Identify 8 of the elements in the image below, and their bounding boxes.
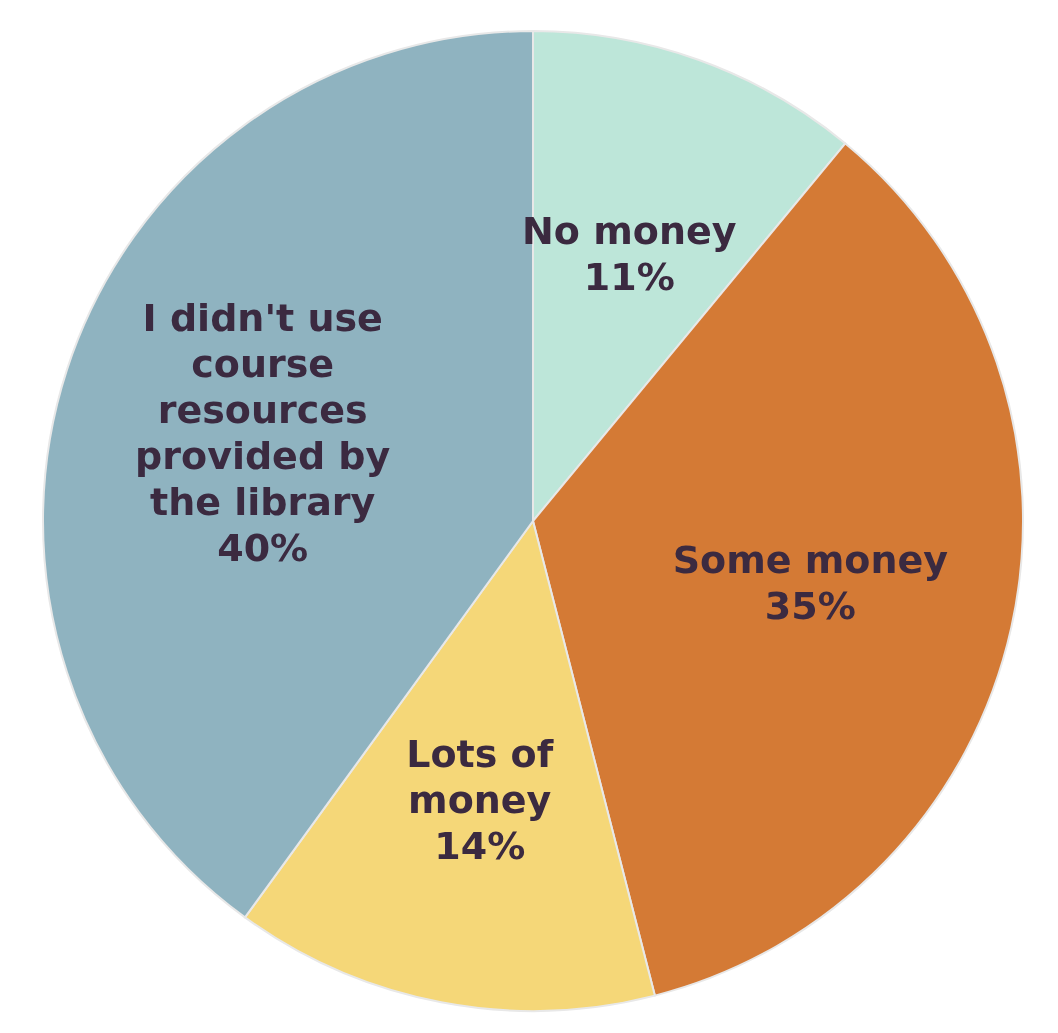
data-label: 35%	[764, 584, 856, 628]
data-label: 40%	[217, 526, 309, 571]
slice-label: Lots of money	[406, 732, 554, 823]
data-label: 14%	[434, 824, 526, 869]
slice-label: I didn't use course resources provided by the library	[135, 296, 391, 525]
data-label: 11%	[583, 254, 675, 299]
slice-label: Some money	[672, 538, 949, 582]
slice-label: No money	[522, 208, 737, 253]
